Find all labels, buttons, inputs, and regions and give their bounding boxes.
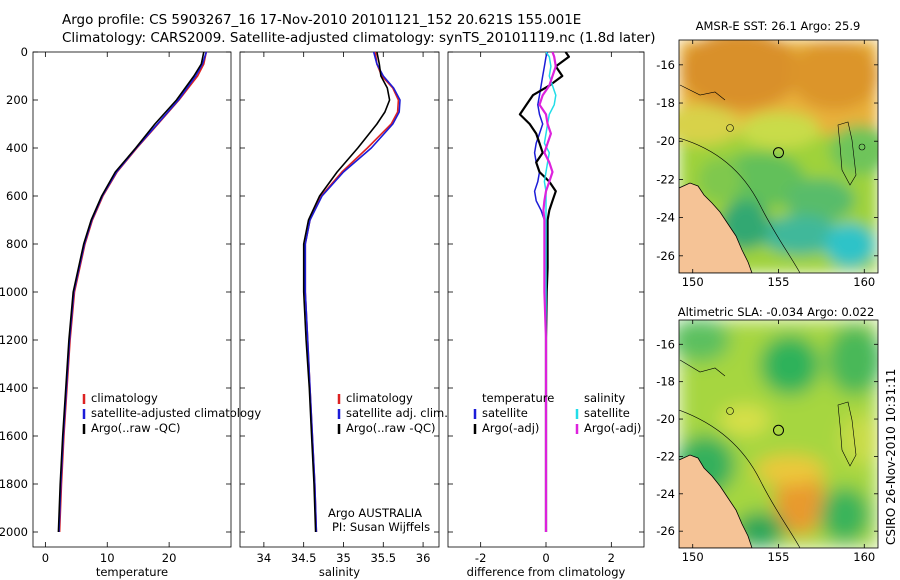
map-x-tick-label: 160 bbox=[853, 275, 875, 289]
map-x-tick-label: 160 bbox=[853, 550, 875, 564]
sst-map: AMSR-E SST: 26.1 Argo: 25.9 150 15 bbox=[656, 19, 879, 289]
y-tick-label: 600 bbox=[6, 189, 28, 203]
map-y-tick-label: -20 bbox=[656, 412, 675, 426]
australia-coastline bbox=[679, 182, 753, 273]
y-tick-label: 200 bbox=[6, 93, 28, 107]
difference-legend-item: Argo(-adj) bbox=[584, 421, 641, 435]
map-x-tick-label: 150 bbox=[682, 275, 704, 289]
x-tick-label: 10 bbox=[100, 551, 115, 565]
x-tick-label: 0 bbox=[542, 551, 549, 565]
legend-title-temperature: temperature bbox=[482, 391, 554, 405]
sla-map-axes: 150 155 160 -16 -18 -20 -22 -24 -26 bbox=[656, 320, 878, 564]
map-y-tick-label: -18 bbox=[656, 96, 675, 110]
x-tick-label: 0 bbox=[42, 551, 49, 565]
map-y-tick-label: -16 bbox=[656, 337, 675, 351]
map-x-tick-label: 155 bbox=[768, 275, 790, 289]
reef-contour bbox=[837, 121, 857, 186]
series-line-climatology bbox=[58, 52, 208, 533]
temperature-legend-item: satellite-adjusted climatology bbox=[91, 406, 261, 420]
x-tick-label: 36 bbox=[416, 551, 431, 565]
series-line-satellite-adjusted-climatology bbox=[58, 52, 208, 533]
x-tick-label: 35 bbox=[336, 551, 351, 565]
y-tick-label: 800 bbox=[6, 237, 28, 251]
y-tick-label: 1800 bbox=[0, 477, 28, 491]
temperature-frame bbox=[32, 51, 232, 548]
difference-legend-item: satellite bbox=[482, 406, 528, 420]
series-line-salinity-argo-adj- bbox=[538, 52, 557, 532]
salinity-legend-item: satellite adj. clim. bbox=[346, 406, 448, 420]
map-y-tick-label: -24 bbox=[656, 211, 675, 225]
australia-coastline-sla bbox=[679, 454, 753, 548]
map-y-tick-label: -24 bbox=[656, 487, 675, 501]
sla-field bbox=[679, 320, 878, 548]
difference-legend-item: satellite bbox=[584, 406, 630, 420]
salinity-frame bbox=[239, 51, 440, 548]
salinity-legend-item: Argo(..raw -QC) bbox=[346, 421, 436, 435]
y-tick-label: 400 bbox=[6, 141, 28, 155]
sst-map-axes: 150 155 160 -16 -18 -20 -22 -24 -26 bbox=[656, 40, 878, 289]
argo-position-marker bbox=[773, 147, 784, 159]
sst-map-title: AMSR-E SST: 26.1 Argo: 25.9 bbox=[696, 19, 861, 33]
map-x-tick-label: 150 bbox=[682, 550, 704, 564]
sla-map-title: Altimetric SLA: -0.034 Argo: 0.022 bbox=[678, 305, 875, 319]
map-y-tick-label: -26 bbox=[656, 249, 675, 263]
salinity-legend-item: climatology bbox=[346, 391, 413, 405]
series-line-satellite-adj-clim- bbox=[304, 52, 401, 533]
map-x-tick-label: 155 bbox=[768, 550, 790, 564]
map-y-tick-label: -22 bbox=[656, 172, 675, 186]
legend-title-salinity: salinity bbox=[584, 391, 625, 405]
map-y-tick-label: -26 bbox=[656, 524, 675, 538]
map-y-tick-label: -22 bbox=[656, 449, 675, 463]
y-tick-label: 0 bbox=[21, 45, 28, 59]
map-y-tick-label: -18 bbox=[656, 375, 675, 389]
y-tick-label: 1400 bbox=[0, 381, 28, 395]
temperature-legend-item: Argo(..raw -QC) bbox=[91, 421, 181, 435]
climatology-title: Climatology: CARS2009. Satellite-adjuste… bbox=[62, 30, 656, 46]
series-line-salinity-satellite bbox=[543, 52, 557, 532]
y-tick-label: 1200 bbox=[0, 333, 28, 347]
series-line-climatology bbox=[304, 52, 400, 533]
sst-field bbox=[679, 40, 878, 273]
salinity-xlabel: salinity bbox=[319, 565, 360, 579]
argo-australia-label: Argo AUSTRALIA bbox=[328, 506, 422, 520]
pi-label: PI: Susan Wijffels bbox=[332, 520, 430, 534]
map-y-tick-label: -16 bbox=[656, 58, 675, 72]
difference-xlabel: difference from climatology bbox=[467, 565, 626, 579]
series-line-argo-raw-qc- bbox=[57, 52, 205, 533]
x-tick-label: -2 bbox=[475, 551, 486, 565]
y-tick-label: 1000 bbox=[0, 285, 28, 299]
x-tick-label: 2 bbox=[608, 551, 615, 565]
sla-map: Altimetric SLA: -0.034 Argo: 0.022 150 15… bbox=[656, 305, 879, 564]
x-tick-label: 34.5 bbox=[291, 551, 317, 565]
isobath-line bbox=[679, 137, 801, 273]
salinity-panel: 34 34.5 35 35.5 36 salinity climatologysatelli… bbox=[239, 51, 448, 579]
map-y-tick-label: -20 bbox=[656, 134, 675, 148]
argo-position-marker-sla bbox=[773, 424, 784, 436]
y-tick-label: 2000 bbox=[0, 525, 28, 539]
temperature-xlabel: temperature bbox=[96, 565, 168, 579]
x-tick-label: 34 bbox=[257, 551, 272, 565]
difference-legend-item: Argo(-adj) bbox=[482, 421, 539, 435]
x-tick-label: 35.5 bbox=[370, 551, 396, 565]
profile-title: Argo profile: CS 5903267_16 17-Nov-2010 … bbox=[62, 12, 582, 28]
y-tick-label: 1600 bbox=[0, 429, 28, 443]
temperature-legend-item: climatology bbox=[91, 391, 158, 405]
x-tick-label: 20 bbox=[162, 551, 177, 565]
series-line-argo-raw-qc- bbox=[302, 52, 391, 533]
